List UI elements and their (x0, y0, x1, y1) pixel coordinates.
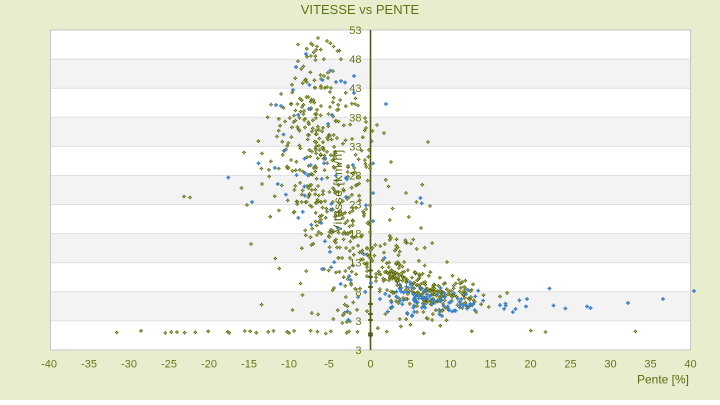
svg-text:-40: -40 (41, 359, 57, 371)
svg-text:30: 30 (604, 359, 616, 371)
svg-text:10: 10 (444, 359, 456, 371)
svg-text:Pente [%]: Pente [%] (637, 373, 689, 387)
svg-text:-25: -25 (161, 359, 177, 371)
svg-text:38: 38 (349, 112, 361, 124)
svg-text:25: 25 (564, 359, 576, 371)
svg-text:-5: -5 (324, 359, 334, 371)
svg-text:28: 28 (349, 171, 361, 183)
svg-text:35: 35 (644, 359, 656, 371)
svg-text:0: 0 (367, 359, 373, 371)
svg-text:8: 8 (355, 287, 361, 299)
svg-text:23: 23 (349, 200, 361, 212)
svg-text:3: 3 (355, 345, 361, 357)
svg-text:-10: -10 (281, 359, 297, 371)
svg-text:13: 13 (349, 258, 361, 270)
svg-text:-35: -35 (81, 359, 97, 371)
svg-text:53: 53 (349, 25, 361, 37)
svg-text:-20: -20 (201, 359, 217, 371)
svg-text:VITESSE vs PENTE: VITESSE vs PENTE (301, 2, 420, 17)
svg-text:Vitesse [km/h]: Vitesse [km/h] (331, 149, 345, 233)
svg-text:33: 33 (349, 141, 361, 153)
svg-text:48: 48 (349, 54, 361, 66)
svg-text:18: 18 (349, 229, 361, 241)
svg-text:43: 43 (349, 83, 361, 95)
svg-text:15: 15 (484, 359, 496, 371)
svg-text:20: 20 (524, 359, 536, 371)
svg-text:40: 40 (684, 359, 696, 371)
svg-text:5: 5 (407, 359, 413, 371)
svg-text:-15: -15 (241, 359, 257, 371)
svg-text:-30: -30 (121, 359, 137, 371)
svg-text:3: 3 (355, 316, 361, 328)
